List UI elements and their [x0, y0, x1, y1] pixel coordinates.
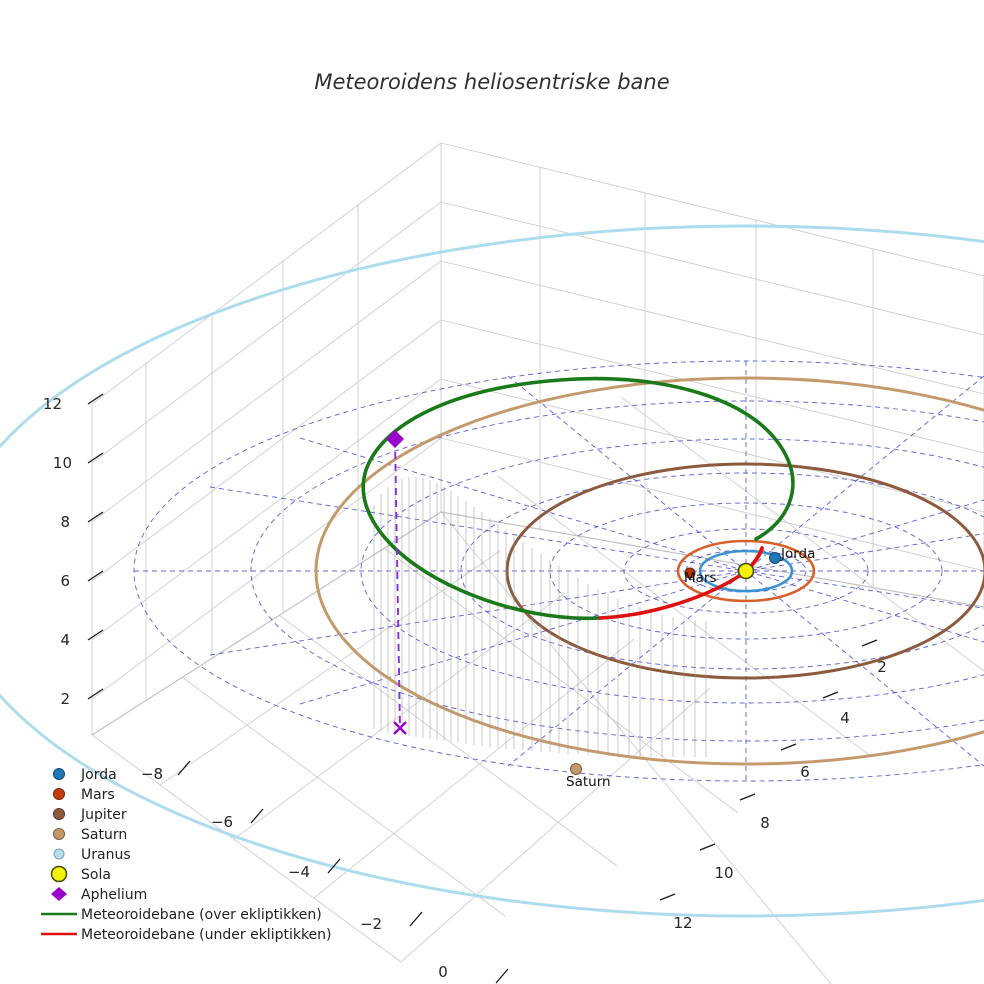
orbit-jorda [698, 549, 794, 593]
y-tick-8: 8 [760, 814, 770, 832]
legend-label-aphelium: Aphelium [81, 887, 147, 903]
uranus-swatch-icon [53, 848, 65, 860]
legend-label-jupiter: Jupiter [80, 807, 127, 823]
jorda-swatch-icon [53, 768, 65, 780]
y-tick-10: 10 [714, 864, 733, 882]
x-tick-minus8: −8 [141, 765, 163, 783]
saturn-marker [570, 763, 582, 775]
sun-marker [737, 562, 755, 580]
orbit-jupiter [505, 462, 984, 680]
axis-y: 2 4 6 8 10 12 [659, 639, 887, 932]
mars-swatch-icon [53, 788, 65, 800]
meteoroid-orbit-above-ecliptic [361, 376, 795, 621]
legend: Jorda Mars Jupiter Saturn [41, 767, 332, 943]
z-tick-8: 8 [60, 513, 70, 531]
legend-item-meteoroid-below[interactable]: Meteoroidebane (under ekliptikken) [41, 927, 332, 943]
z-tick-2: 2 [60, 690, 70, 708]
orbit-saturn [314, 376, 984, 766]
x-tick-0: 0 [438, 963, 448, 981]
legend-label-meteoroid-below: Meteoroidebane (under ekliptikken) [81, 927, 332, 943]
label-saturn: Saturn [566, 774, 611, 790]
projection-stems [373, 477, 707, 757]
y-tick-2: 2 [877, 658, 887, 676]
aphelion-marker [386, 430, 404, 448]
legend-label-saturn: Saturn [81, 827, 127, 843]
x-tick-minus2: −2 [360, 915, 382, 933]
legend-item-sola[interactable]: Sola [50, 865, 111, 884]
z-tick-10: 10 [53, 454, 72, 472]
x-tick-minus4: −4 [288, 863, 310, 881]
legend-item-uranus[interactable]: Uranus [53, 847, 131, 863]
x-tick-minus6: −6 [211, 813, 233, 831]
legend-item-jorda[interactable]: Jorda [53, 767, 117, 783]
legend-item-saturn[interactable]: Saturn [53, 827, 128, 843]
axes-panes [91, 142, 984, 984]
y-tick-6: 6 [800, 763, 810, 781]
orbit-mars [676, 539, 816, 603]
aphelion-projection-marker [393, 721, 407, 735]
z-tick-12: 12 [43, 395, 62, 413]
legend-label-mars: Mars [81, 787, 115, 803]
z-tick-6: 6 [60, 572, 70, 590]
y-tick-12: 12 [673, 914, 692, 932]
label-mars: Mars [684, 570, 717, 586]
jorda-marker [769, 552, 781, 564]
legend-item-jupiter[interactable]: Jupiter [53, 807, 127, 823]
legend-item-mars[interactable]: Mars [53, 787, 115, 803]
aphelium-swatch-icon [51, 887, 67, 901]
orbit-uranus [0, 224, 984, 918]
axis-x: −8 −6 −4 −2 0 2 [141, 760, 509, 984]
legend-label-jorda: Jorda [80, 767, 117, 783]
jupiter-swatch-icon [53, 808, 65, 820]
legend-item-aphelium[interactable]: Aphelium [51, 887, 147, 903]
legend-label-sola: Sola [81, 867, 111, 883]
saturn-swatch-icon [53, 828, 65, 840]
z-tick-4: 4 [60, 631, 70, 649]
label-jorda: Jorda [780, 546, 815, 562]
legend-label-meteoroid-above: Meteoroidebane (over ekliptikken) [81, 907, 322, 923]
mars-marker [684, 567, 696, 579]
y-tick-4: 4 [840, 709, 850, 727]
page-title: Meteoroidens heliosentriske bane [314, 70, 670, 94]
legend-label-uranus: Uranus [81, 847, 131, 863]
sola-swatch-icon [50, 865, 68, 883]
meteoroid-orbit-below-ecliptic [598, 546, 764, 620]
legend-item-meteoroid-above[interactable]: Meteoroidebane (over ekliptikken) [41, 907, 322, 923]
axis-z: 12 10 8 6 4 2 [43, 393, 104, 708]
aphelion-drop-line [394, 439, 401, 730]
